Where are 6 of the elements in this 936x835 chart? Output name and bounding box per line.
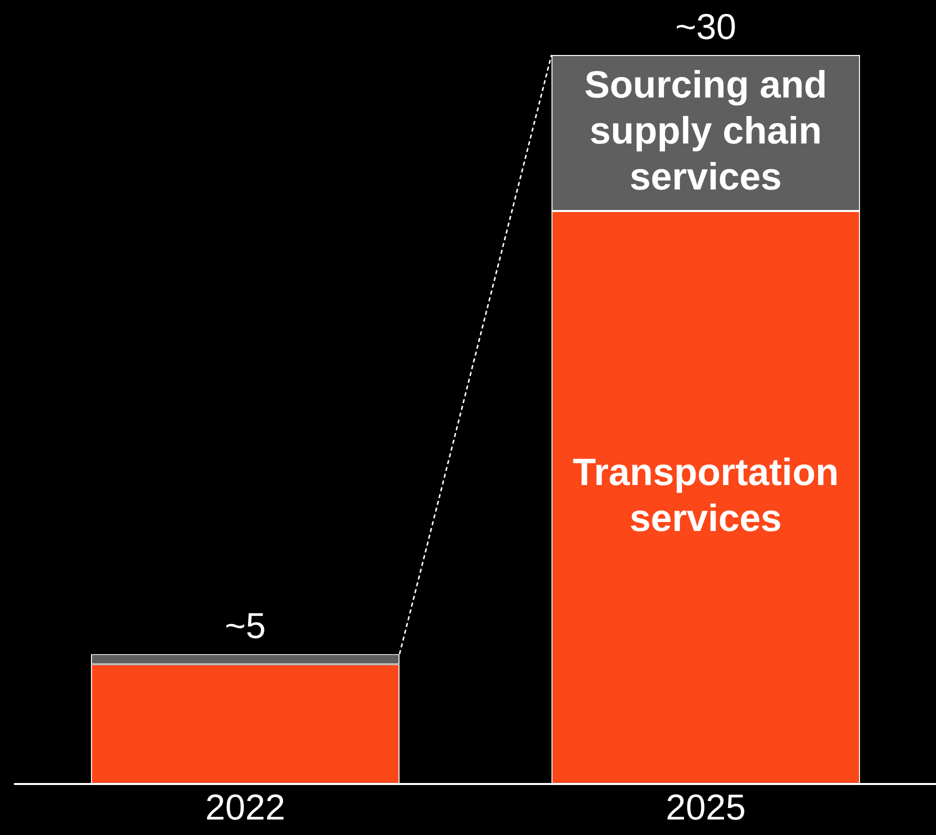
series-label: Sourcing and supply chain services xyxy=(584,64,828,198)
x-tick-label: 2025 xyxy=(666,786,746,828)
series-label: Transportation services xyxy=(572,452,839,540)
annotation: ~30 xyxy=(675,6,736,47)
x-tick-label: 2022 xyxy=(205,786,286,828)
annotation: ~5 xyxy=(224,604,266,646)
